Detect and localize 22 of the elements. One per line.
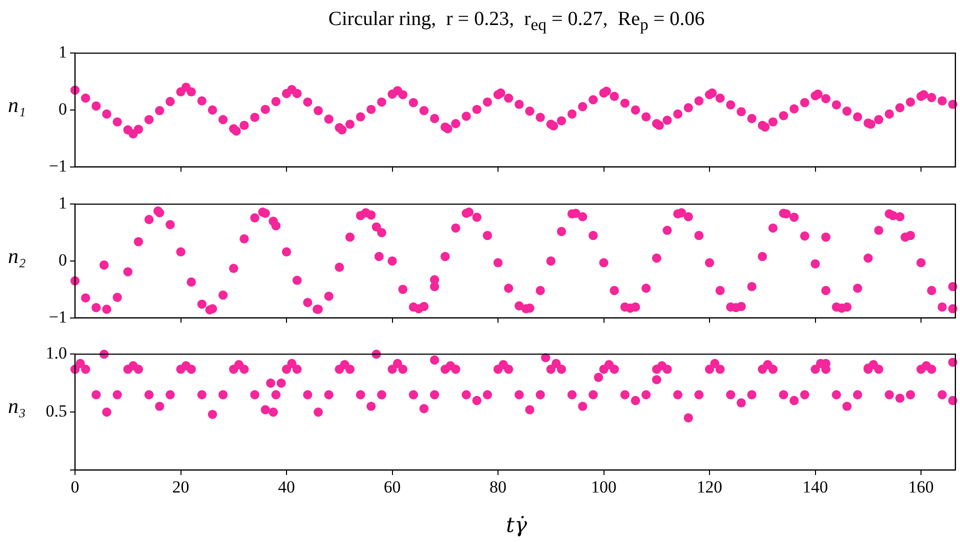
y-tick-label: 0.5 (46, 402, 67, 421)
x-tick-label: 140 (802, 478, 828, 497)
y-tick-label: −1 (48, 156, 67, 176)
chart-title: Circular ring, r = 0.23, r$_{eq}$ = 0.27, Re$_{p}$ = 0.06 (327, 8, 706, 35)
x-tick-label: 60 (384, 478, 401, 497)
y-axis-title: n₁ (8, 93, 26, 118)
y-axis-title: n₂ (8, 244, 26, 269)
y-tick-label: 0 (58, 99, 67, 118)
x-axis-title: tγ̇ (505, 513, 528, 537)
x-tick-label: 40 (278, 478, 296, 497)
y-tick-label: 1 (58, 194, 67, 213)
y-tick-label: 1 (58, 42, 67, 62)
x-tick-label: 100 (591, 478, 617, 497)
x-tick-label: 120 (696, 478, 722, 497)
x-tick-label: 20 (172, 478, 190, 497)
x-tick-label: 0 (70, 478, 80, 497)
y-axis-title: n₃ (8, 394, 26, 419)
x-tick-label: 160 (908, 478, 934, 497)
y-tick-label: 1.0 (46, 344, 67, 363)
y-tick-label: 0 (58, 250, 67, 270)
y-tick-label: −1 (48, 307, 67, 326)
x-tick-label: 80 (490, 478, 507, 497)
